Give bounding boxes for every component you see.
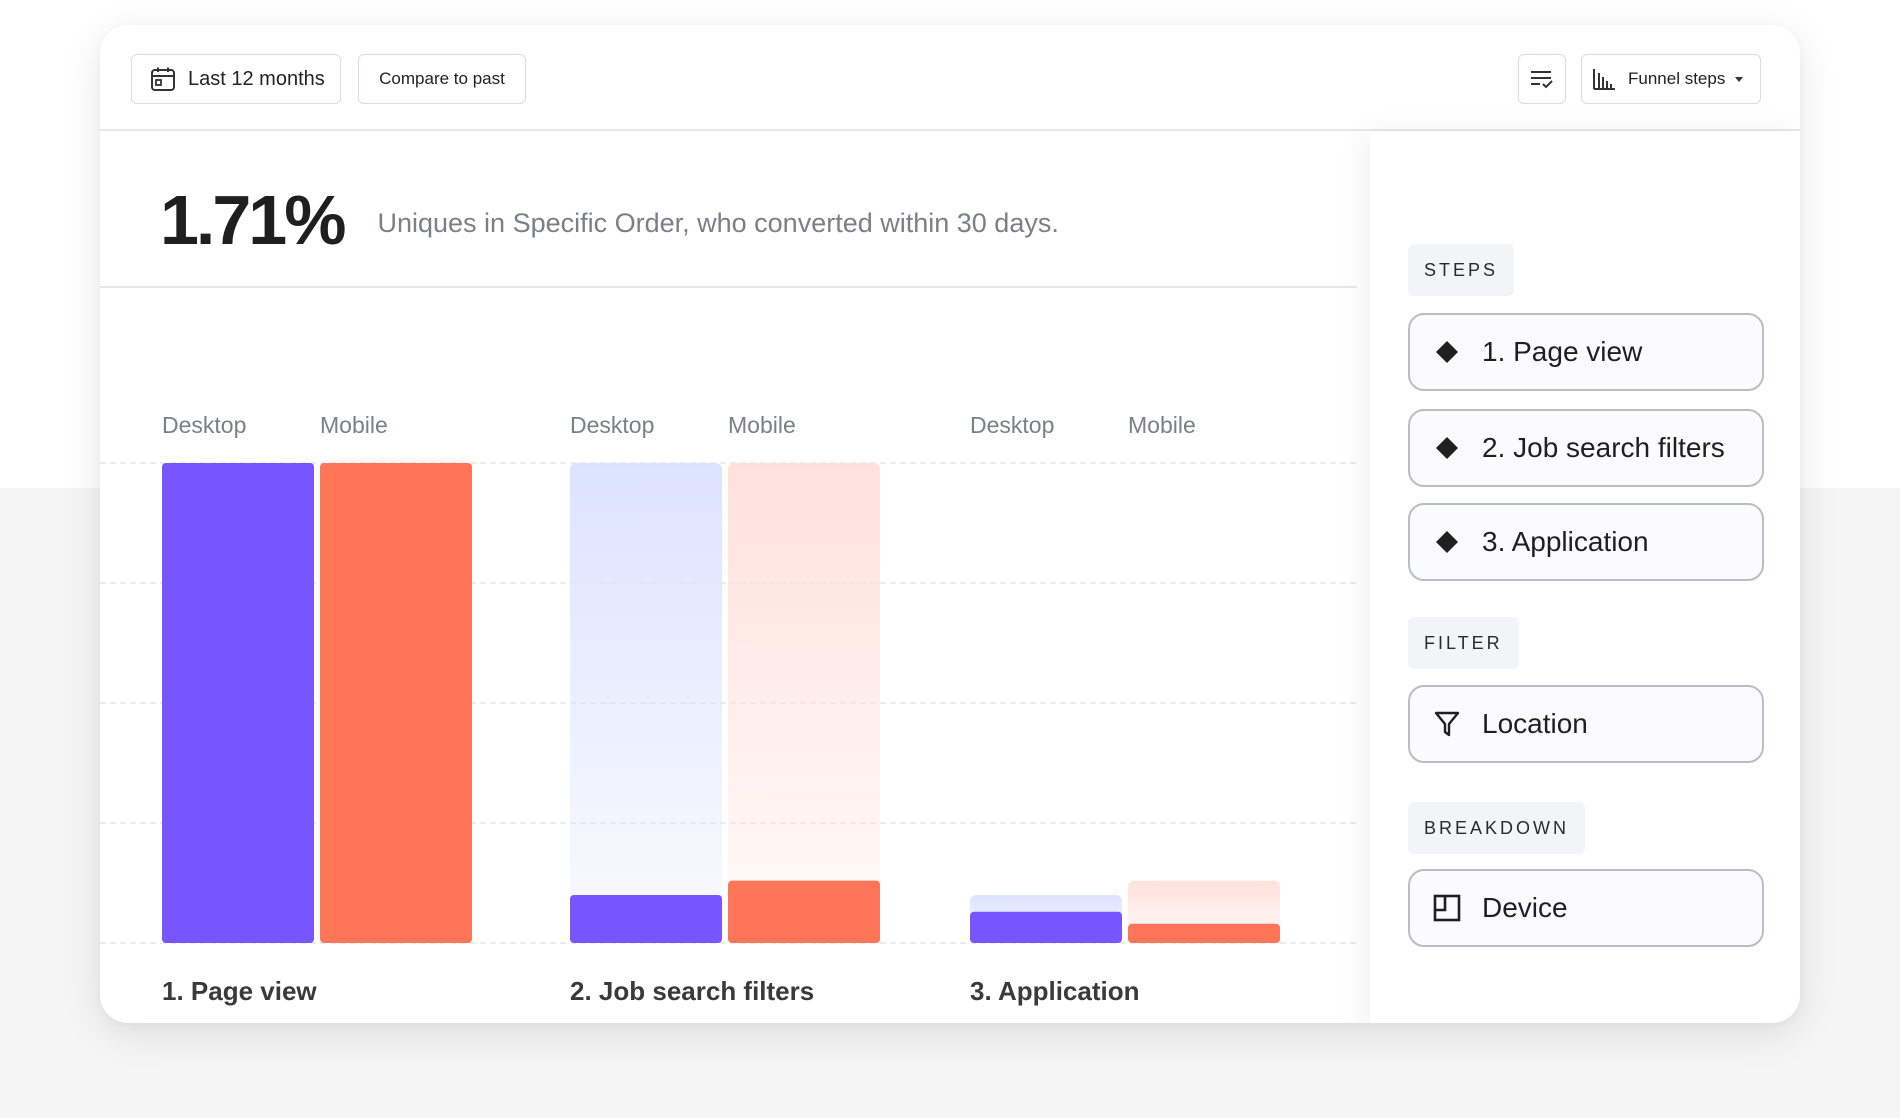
query-builder-panel: STEPS 1. Page view 2. Job search filters… — [1370, 132, 1800, 1023]
legend-label-mobile: Mobile — [728, 412, 796, 438]
legend-label-desktop: Desktop — [570, 412, 654, 438]
breakdown-heading: BREAKDOWN — [1408, 802, 1586, 854]
breakdown-icon — [1432, 894, 1462, 922]
legend-label-mobile: Mobile — [320, 412, 388, 438]
filter-funnel-icon — [1432, 710, 1462, 738]
bar-desktop — [970, 911, 1122, 943]
steps-heading: STEPS — [1408, 244, 1515, 296]
step-label: 1. Page view — [1482, 336, 1643, 367]
bar-mobile — [320, 463, 472, 943]
calendar-icon — [150, 66, 176, 92]
conversion-description: Uniques in Specific Order, who converted… — [377, 207, 1059, 238]
summary-headline: 1.71% Uniques in Specific Order, who con… — [160, 175, 1059, 265]
ghost-bar-desktop — [570, 463, 722, 943]
funnel-chart: Desktop Mobile 1. Page view Desktop Mobile 2.… — [100, 412, 1357, 1006]
step-label: 3. Application — [1482, 526, 1649, 557]
list-check-icon — [1529, 67, 1555, 91]
date-range-label: Last 12 months — [188, 67, 325, 90]
chart-type-label: Funnel steps — [1628, 69, 1726, 88]
legend-label-mobile: Mobile — [1128, 412, 1196, 438]
bar-desktop — [162, 463, 314, 943]
compare-label: Compare to past — [379, 69, 505, 88]
step-job-search-filters[interactable]: 2. Job search filters — [1408, 409, 1764, 487]
filter-label: Location — [1482, 708, 1588, 739]
compare-button[interactable]: Compare to past — [358, 54, 526, 104]
diamond-icon — [1432, 436, 1462, 460]
bar-mobile — [1128, 923, 1280, 943]
category-label: 3. Application — [970, 976, 1140, 1006]
step-label: 2. Job search filters — [1482, 432, 1725, 463]
filter-heading: FILTER — [1408, 617, 1519, 669]
conversion-rate-value: 1.71% — [160, 181, 346, 259]
step-page-view[interactable]: 1. Page view — [1408, 313, 1764, 391]
category-label: 1. Page view — [162, 976, 317, 1006]
bar-chart-icon — [1592, 67, 1616, 91]
category-label: 2. Job search filters — [570, 976, 814, 1006]
summary-divider — [100, 286, 1357, 288]
diamond-icon — [1432, 530, 1462, 554]
breakdown-device[interactable]: Device — [1408, 869, 1764, 947]
legend-label-desktop: Desktop — [162, 412, 246, 438]
step-application[interactable]: 3. Application — [1408, 503, 1764, 581]
date-range-button[interactable]: Last 12 months — [131, 54, 341, 104]
report-card: Last 12 months Compare to past — [100, 25, 1800, 1023]
chart-type-dropdown[interactable]: Funnel steps — [1581, 54, 1761, 104]
legend-label-desktop: Desktop — [970, 412, 1054, 438]
filter-location[interactable]: Location — [1408, 685, 1764, 763]
caret-down-icon — [1733, 75, 1745, 83]
ghost-bar-mobile — [728, 463, 880, 943]
breakdown-label: Device — [1482, 892, 1568, 923]
display-settings-button[interactable] — [1518, 54, 1566, 104]
bar-desktop — [570, 895, 722, 943]
toolbar: Last 12 months Compare to past — [100, 25, 1800, 131]
diamond-icon — [1432, 340, 1462, 364]
bar-mobile — [728, 880, 880, 943]
